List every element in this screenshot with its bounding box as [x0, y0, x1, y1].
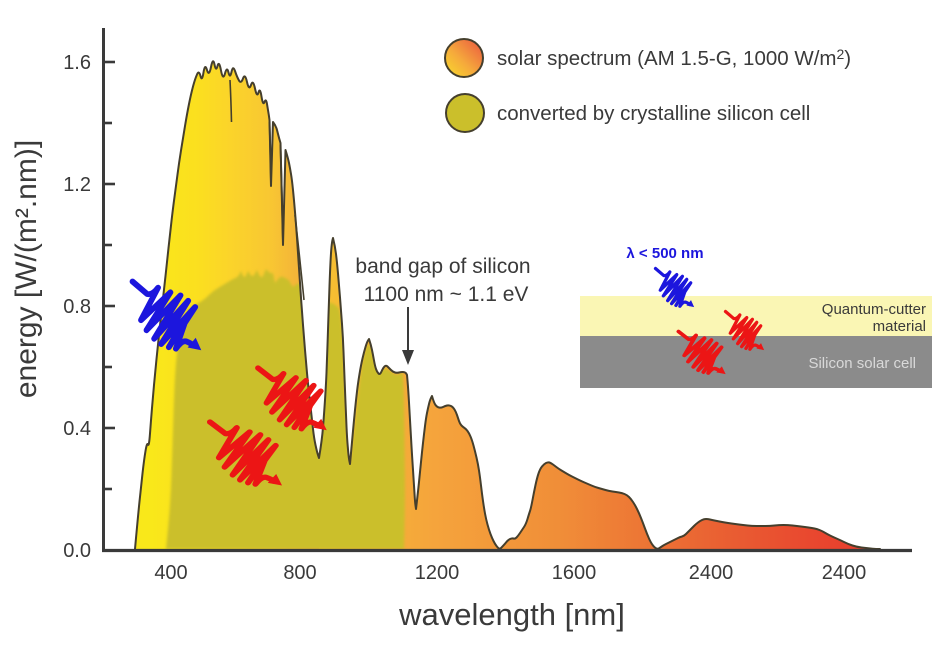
svg-text:1.6: 1.6: [63, 52, 91, 74]
svg-text:800: 800: [283, 562, 316, 584]
svg-text:λ < 500 nm: λ < 500 nm: [626, 245, 703, 262]
svg-text:2400: 2400: [822, 562, 867, 584]
svg-text:0.8: 0.8: [63, 296, 91, 318]
svg-text:2400: 2400: [689, 562, 734, 584]
svg-text:energy [W/(m².nm)]: energy [W/(m².nm)]: [10, 140, 43, 398]
svg-text:band gap of silicon: band gap of silicon: [355, 255, 530, 278]
svg-text:1100 nm ~ 1.1 eV: 1100 nm ~ 1.1 eV: [364, 283, 529, 306]
svg-text:material: material: [873, 318, 926, 335]
svg-text:0.4: 0.4: [63, 418, 91, 440]
svg-text:solar spectrum (AM 1.5-G, 1000: solar spectrum (AM 1.5-G, 1000 W/m2): [497, 46, 851, 70]
svg-text:1600: 1600: [552, 562, 597, 584]
svg-text:Quantum-cutter: Quantum-cutter: [822, 301, 926, 318]
svg-text:Silicon solar cell: Silicon solar cell: [808, 355, 916, 372]
svg-text:400: 400: [154, 562, 187, 584]
svg-text:0.0: 0.0: [63, 540, 91, 562]
svg-text:converted by crystalline silic: converted by crystalline silicon cell: [497, 102, 810, 125]
svg-text:wavelength [nm]: wavelength [nm]: [398, 597, 625, 632]
svg-text:1.2: 1.2: [63, 174, 91, 196]
svg-text:1200: 1200: [415, 562, 460, 584]
